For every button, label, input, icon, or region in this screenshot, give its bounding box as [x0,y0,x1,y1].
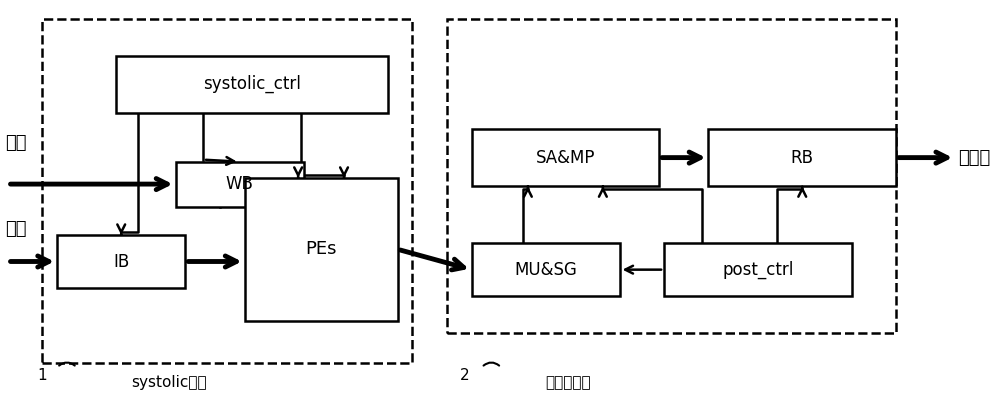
Text: RB: RB [791,149,814,166]
Bar [447,19,896,333]
Text: systolic阵列: systolic阵列 [131,375,207,390]
Bar [176,161,304,206]
Text: 脉冲: 脉冲 [5,220,26,238]
Bar [57,235,185,288]
Text: 1: 1 [37,368,47,383]
Bar [472,129,659,186]
Bar [472,243,620,296]
Text: IB: IB [113,252,129,271]
Text: PEs: PEs [305,240,337,258]
Text: WB: WB [226,175,254,193]
Text: SA&MP: SA&MP [536,149,595,166]
Text: 2: 2 [460,368,470,383]
Bar [245,178,398,320]
Bar [116,56,388,113]
Text: 权重: 权重 [5,134,26,152]
Text: 后处理单元: 后处理单元 [546,375,591,390]
Text: post_ctrl: post_ctrl [722,261,794,279]
Text: MU&SG: MU&SG [514,261,577,279]
Bar [42,19,412,363]
Bar [708,129,896,186]
Text: 新脉冲: 新脉冲 [958,149,990,166]
Bar [664,243,852,296]
Text: systolic_ctrl: systolic_ctrl [203,75,301,93]
